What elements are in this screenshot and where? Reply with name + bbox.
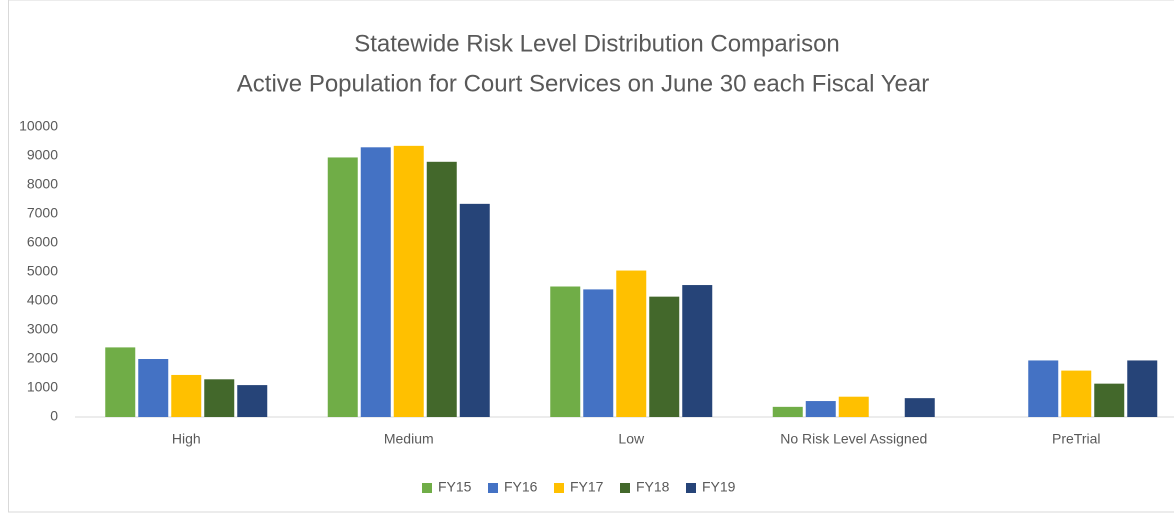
bar (1094, 383, 1125, 417)
y-tick-label: 8000 (27, 176, 58, 192)
bar (904, 398, 935, 417)
bar (772, 406, 803, 417)
y-tick-label: 10000 (19, 118, 58, 134)
bar (138, 359, 169, 417)
bar (426, 161, 457, 417)
chart-frame (8, 0, 1174, 513)
bar (649, 296, 680, 417)
y-tick-label: 0 (50, 408, 58, 424)
y-tick-label: 5000 (27, 263, 58, 279)
legend-label: FY17 (570, 479, 604, 495)
x-tick-label: High (172, 431, 201, 447)
x-tick-label: No Risk Level Assigned (780, 431, 927, 447)
legend-swatch (554, 483, 564, 493)
bar (327, 157, 358, 417)
bar (393, 145, 424, 417)
y-tick-label: 4000 (27, 292, 58, 308)
chart-subtitle: Active Population for Court Services on … (237, 70, 929, 97)
bar (171, 374, 202, 417)
bar (682, 285, 713, 417)
bar (550, 286, 581, 417)
chart-title: Statewide Risk Level Distribution Compar… (354, 30, 840, 57)
x-tick-label: PreTrial (1052, 431, 1101, 447)
legend-label: FY15 (438, 479, 472, 495)
bar (583, 289, 614, 417)
bar (1127, 360, 1158, 417)
y-tick-label: 3000 (27, 321, 58, 337)
x-tick-label: Medium (384, 431, 434, 447)
bar (838, 396, 869, 417)
legend-label: FY16 (504, 479, 538, 495)
bar (805, 401, 836, 417)
bar (1061, 370, 1092, 417)
bar (360, 147, 391, 418)
y-tick-label: 9000 (27, 147, 58, 163)
y-tick-label: 1000 (27, 379, 58, 395)
legend-label: FY18 (636, 479, 670, 495)
bar (459, 203, 490, 417)
legend-swatch (488, 483, 498, 493)
bar (204, 379, 235, 417)
y-tick-label: 2000 (27, 350, 58, 366)
y-tick-label: 7000 (27, 205, 58, 221)
legend-swatch (620, 483, 630, 493)
y-tick-label: 6000 (27, 234, 58, 250)
bar (1028, 360, 1059, 417)
legend-swatch (422, 483, 432, 493)
x-tick-label: Low (618, 431, 645, 447)
bar (105, 347, 136, 417)
bar (237, 385, 268, 417)
bar (616, 270, 647, 417)
legend-label: FY19 (702, 479, 736, 495)
legend-swatch (686, 483, 696, 493)
